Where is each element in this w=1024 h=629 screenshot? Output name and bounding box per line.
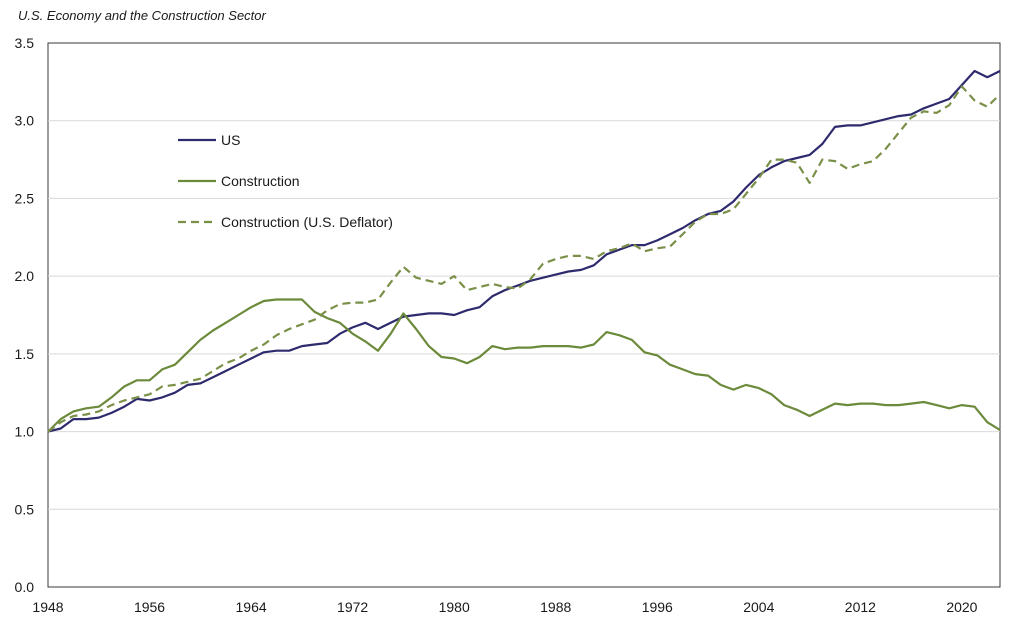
x-tick-label: 1972 — [337, 599, 368, 615]
series-line-2 — [47, 85, 1001, 433]
x-tick-label: 1996 — [642, 599, 673, 615]
y-tick-label: 1.0 — [15, 424, 35, 440]
y-tick-label: 0.0 — [15, 579, 35, 595]
legend-label-1: Construction — [221, 173, 300, 189]
x-tick-label: 2004 — [743, 599, 774, 615]
x-tick-label: 1948 — [32, 599, 63, 615]
y-tick-label: 1.5 — [15, 346, 35, 362]
chart-subtitle: U.S. Economy and the Construction Sector — [18, 8, 266, 23]
plot-area-frame — [47, 42, 1001, 588]
series-line-0 — [47, 69, 1001, 433]
y-tick-label: 3.0 — [15, 113, 35, 129]
x-tick-label: 1956 — [134, 599, 165, 615]
x-tick-label: 2020 — [946, 599, 977, 615]
x-tick-label: 2012 — [845, 599, 876, 615]
y-tick-label: 2.5 — [15, 190, 35, 206]
x-tick-label: 1964 — [236, 599, 267, 615]
x-tick-label: 1988 — [540, 599, 571, 615]
legend-label-0: US — [221, 132, 240, 148]
legend-label-2: Construction (U.S. Deflator) — [221, 214, 393, 230]
x-tick-label: 1980 — [439, 599, 470, 615]
y-tick-label: 3.5 — [15, 35, 35, 51]
y-tick-label: 0.5 — [15, 501, 35, 517]
series-line-1 — [47, 298, 1001, 433]
y-tick-label: 2.0 — [15, 268, 35, 284]
